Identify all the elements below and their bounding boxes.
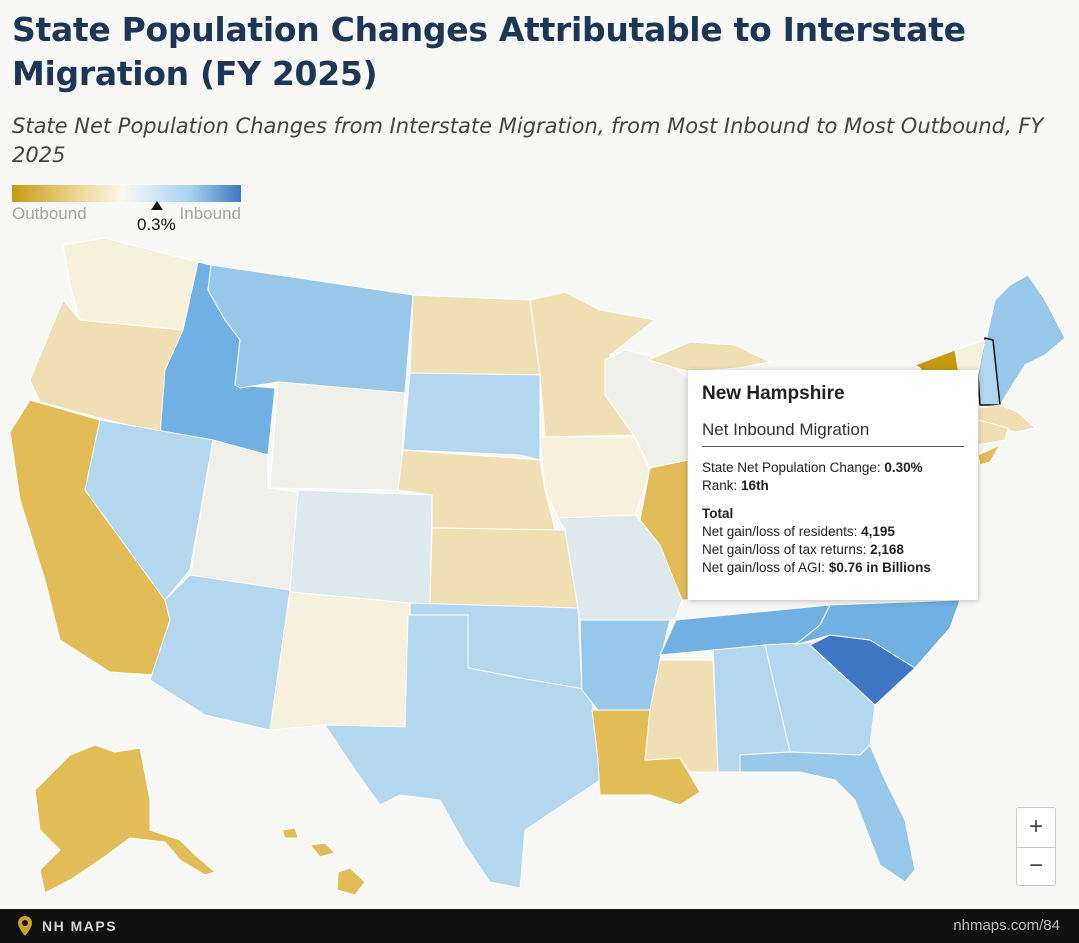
tooltip-rank-row: Rank: 16th — [702, 477, 964, 495]
tooltip-rank-label: Rank: — [702, 478, 738, 493]
tooltip-category: Net Inbound Migration — [702, 420, 964, 447]
state-nevada[interactable] — [84, 419, 214, 601]
tooltip-agi-label: Net gain/loss of AGI: — [702, 560, 826, 575]
state-hawaii-maui[interactable] — [309, 842, 336, 858]
state-montana[interactable] — [207, 264, 414, 394]
state-new-mexico[interactable] — [269, 591, 411, 731]
state-north-dakota[interactable] — [409, 294, 541, 376]
legend-inbound-label: Inbound — [179, 204, 241, 223]
tooltip-residents-row: Net gain/loss of residents: 4,195 — [702, 523, 964, 541]
legend-marker-value: 0.3% — [137, 215, 176, 234]
tooltip-rank-value: 16th — [741, 478, 769, 493]
tooltip-change-value: 0.30% — [884, 460, 923, 475]
legend-gradient-bar — [12, 185, 241, 202]
state-washington[interactable] — [62, 237, 199, 331]
legend-outbound-label: Outbound — [12, 204, 87, 223]
state-connecticut[interactable] — [977, 419, 1009, 446]
tooltip-change-label: State Net Population Change: — [702, 460, 881, 475]
tooltip-change-row: State Net Population Change: 0.30% — [702, 459, 964, 477]
map-pin-icon — [18, 916, 32, 936]
state-alaska[interactable] — [34, 744, 216, 894]
tooltip-total-heading: Total — [702, 506, 734, 521]
footer-site-link[interactable]: nhmaps.com/84 — [953, 917, 1060, 934]
state-colorado[interactable] — [289, 489, 433, 606]
tooltip-returns-row: Net gain/loss of tax returns: 2,168 — [702, 541, 964, 559]
state-kansas[interactable] — [429, 527, 579, 609]
tooltip-residents-label: Net gain/loss of residents: — [702, 524, 858, 539]
us-map — [9, 237, 1066, 896]
zoom-out-button[interactable]: − — [1028, 852, 1043, 879]
footer-bar: NH MAPS nhmaps.com/84 — [0, 909, 1079, 943]
state-south-dakota[interactable] — [402, 372, 541, 461]
page-title: State Population Changes Attributable to… — [12, 10, 966, 93]
state-wyoming[interactable] — [269, 381, 406, 491]
tooltip-agi-value: $0.76 in Billions — [828, 560, 931, 575]
page-subtitle: State Net Population Changes from Inters… — [12, 114, 1044, 167]
color-legend: Outbound Inbound 0.3% — [12, 185, 241, 235]
state-missouri[interactable] — [557, 514, 683, 621]
state-texas[interactable] — [324, 614, 601, 889]
state-arizona[interactable] — [149, 574, 291, 731]
state-hawaii-big[interactable] — [336, 867, 366, 896]
tooltip-returns-label: Net gain/loss of tax returns: — [702, 542, 867, 557]
state-north-carolina[interactable] — [794, 599, 961, 669]
tooltip-residents-value: 4,195 — [861, 524, 895, 539]
tooltip-returns-value: 2,168 — [870, 542, 904, 557]
tooltip-agi-row: Net gain/loss of AGI: $0.76 in Billions — [702, 559, 964, 577]
state-hawaii-oahu[interactable] — [281, 827, 299, 839]
zoom-control: + − — [1016, 807, 1056, 886]
state-new-jersey-edge[interactable] — [977, 444, 1001, 466]
state-tooltip: New Hampshire Net Inbound Migration Stat… — [688, 370, 978, 600]
state-florida[interactable] — [739, 744, 916, 883]
state-iowa[interactable] — [539, 436, 651, 519]
legend-marker-icon — [151, 201, 163, 210]
tooltip-state-name: New Hampshire — [702, 383, 845, 404]
footer-brand: NH MAPS — [42, 918, 118, 934]
zoom-in-button[interactable]: + — [1017, 808, 1055, 848]
